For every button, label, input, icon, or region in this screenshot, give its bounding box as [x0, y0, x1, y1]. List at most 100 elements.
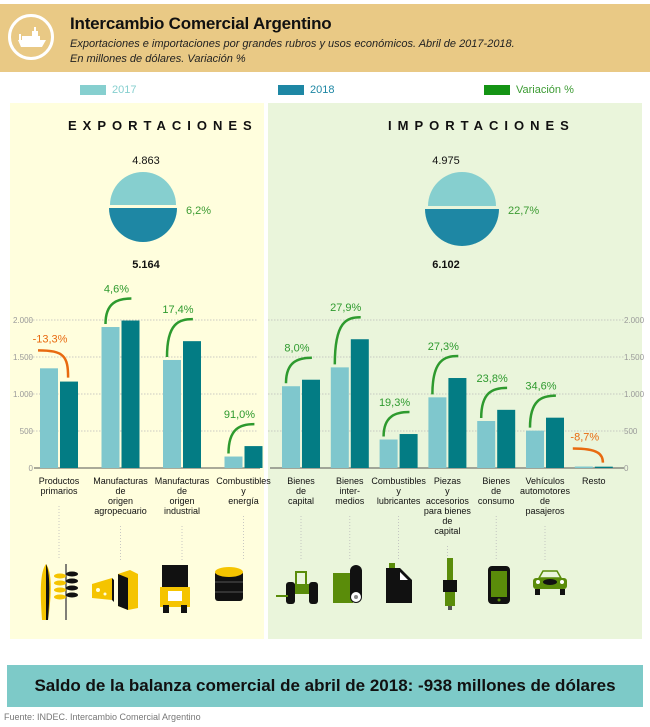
imports-ytick-label: 1.500 [624, 353, 645, 362]
imports-variation-label: 34,6% [525, 381, 556, 393]
exports-ytick-label: 0 [29, 464, 34, 473]
exports-variation-label: -13,3% [33, 333, 68, 345]
exports-variation: 6,2% [186, 205, 212, 217]
exports-bar-2018 [244, 446, 263, 468]
ship-icon [8, 14, 54, 60]
exports-bar-2018 [121, 320, 140, 468]
exports-category-label: Manufacturas de origen industrial [148, 476, 216, 516]
exports-category-label: Combustibles y energía [210, 476, 278, 506]
imports-category-label: Bienes inter-medios [316, 476, 384, 506]
exports-bar-2017 [163, 359, 181, 468]
category-label-line: de [491, 486, 502, 496]
imports-variation-arc [431, 354, 459, 395]
imports-category-label: Piezas y accesorios para bienes de capital [413, 476, 481, 536]
imports-category-label: Vehículos automotores de pasajeros [511, 476, 579, 516]
category-label-line: agropecuario [94, 506, 147, 516]
subtitle-line-2: En millones de dólares. Variación % [70, 53, 246, 65]
bars-layer: 0 500 1.000 1.500 2.000 -13,3% 4,6% 17,4% 91,0% 0… [13, 284, 645, 560]
exports-pie-2018-half [109, 208, 177, 242]
oil-barrel-icon [215, 567, 243, 601]
category-label-line: Bienes [287, 476, 315, 486]
category-label-line: medios [335, 496, 365, 506]
exports-total-2018: 5.164 [132, 259, 160, 271]
imports-bar-2018 [497, 409, 516, 468]
category-label-line: Productos [38, 476, 80, 486]
category-label-line: Combustibles [216, 476, 271, 486]
car-icon [533, 570, 567, 595]
exports-ytick-label: 2.000 [13, 316, 34, 325]
tractor-icon [276, 571, 318, 604]
exports-bar-2018 [60, 381, 78, 468]
imports-bar-2017 [428, 397, 447, 468]
category-label-line: Vehículos [525, 476, 565, 486]
imports-bar-2018 [350, 339, 369, 468]
imports-bar-2017 [526, 430, 544, 468]
category-label-line: inter- [339, 486, 361, 496]
category-label-line: primarios [40, 486, 78, 496]
exports-variation-arc [37, 349, 70, 378]
category-label-line: Bienes [482, 476, 510, 486]
category-label-line: accesorios [425, 496, 469, 506]
imports-bar-2017 [282, 386, 300, 468]
fish-wheat-icon [40, 564, 78, 620]
exports-variation-label: 91,0% [224, 409, 255, 421]
category-label-line: energía [228, 496, 259, 506]
category-label-line: de [442, 516, 453, 526]
imports-ytick-label: 500 [624, 427, 638, 436]
exports-variation-arc [227, 422, 255, 454]
imports-bar-2017 [477, 421, 496, 468]
source-note: Fuente: INDEC. Intercambio Comercial Arg… [4, 712, 201, 722]
imports-bar-2018 [594, 466, 613, 468]
exports-variation-arc [104, 297, 132, 325]
exports-variation-label: 4,6% [104, 284, 129, 296]
category-label-line: y [396, 486, 401, 496]
imports-ytick-label: 2.000 [624, 316, 645, 325]
exports-pie-2017-half [110, 172, 176, 205]
legend-2018: 2018 [278, 84, 334, 96]
exports-variation-label: 17,4% [162, 304, 193, 316]
imports-category-label: Bienes de consumo [462, 476, 530, 506]
exports-ytick-label: 1.500 [13, 353, 34, 362]
exports-title: EXPORTACIONES [68, 118, 258, 133]
paper-roll-icon [333, 565, 362, 603]
exports-bar-2017 [101, 327, 120, 468]
imports-bar-2018 [546, 417, 564, 468]
header-banner: Intercambio Comercial Argentino Exportac… [0, 4, 650, 72]
imports-bar-2017 [379, 439, 398, 468]
imports-bar-2017 [330, 367, 349, 468]
category-label-line: lubricantes [376, 496, 421, 506]
exports-pie [109, 172, 177, 242]
imports-category-label: Combustibles y lubricantes [365, 476, 433, 506]
spark-plug-icon [443, 558, 457, 610]
bar-chart-svg: 0 500 1.000 1.500 2.000 -13,3% 4,6% 17,4% 91,0% 0… [13, 172, 645, 560]
imports-category-label: Resto [560, 476, 628, 486]
imports-category-label: Bienes de capital [267, 476, 335, 506]
imports-bar-2017 [574, 466, 593, 468]
category-label-line: origen [169, 496, 195, 506]
imports-pie-2018-half [425, 209, 499, 246]
imports-variation-arc [284, 356, 312, 384]
category-label-line: de [295, 486, 306, 496]
cheese-milk-icon [92, 570, 138, 610]
imports-variation-arc [479, 386, 508, 419]
imports-bar-2018 [399, 434, 418, 468]
trade-balance-text: Saldo de la balanza comercial de abril d… [34, 676, 616, 695]
category-label-line: Bienes [336, 476, 364, 486]
legend-swatch-2017 [80, 85, 106, 95]
oil-can-icon [386, 563, 412, 603]
legend-variation: Variación % [484, 84, 574, 96]
imports-variation-arc [333, 315, 361, 365]
category-label-line: de [176, 486, 187, 496]
page-title: Intercambio Comercial Argentino [70, 14, 332, 33]
exports-bar-2017 [40, 368, 58, 468]
category-label-line: origen [107, 496, 134, 506]
imports-ytick-label: 1.000 [624, 390, 645, 399]
imports-pie-2017-half [428, 172, 496, 206]
imports-variation-arc [572, 447, 605, 463]
category-label-line: y [445, 486, 450, 496]
truck-icon [160, 565, 190, 613]
exports-bar-2018 [183, 341, 201, 468]
imports-total-2017: 4.975 [432, 155, 460, 167]
category-label-line: de [115, 486, 126, 496]
imports-variation-label: 19,3% [379, 397, 410, 409]
